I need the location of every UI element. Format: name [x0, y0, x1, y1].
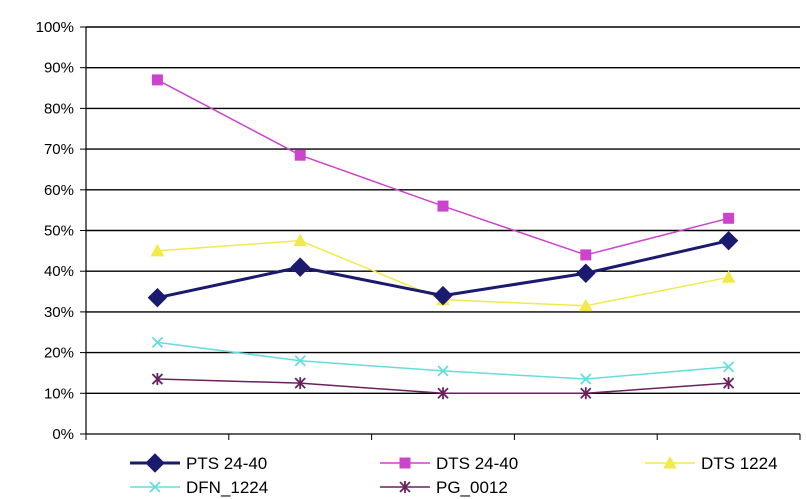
legend-label-dts-1224: DTS 1224 — [701, 454, 778, 473]
data-point-dts-24-40 — [580, 249, 592, 261]
y-tick-label: 10% — [44, 385, 74, 402]
y-tick-label: 0% — [52, 426, 74, 443]
legend-label-dts-24-40: DTS 24-40 — [436, 454, 518, 473]
data-point-pg-0012 — [580, 387, 592, 400]
data-point-dfn-1224 — [437, 365, 449, 377]
legend-marker-dts-1224 — [663, 455, 677, 469]
y-tick-label: 40% — [44, 263, 74, 280]
data-point-pg-0012 — [722, 377, 735, 390]
data-point-dfn-1224 — [294, 355, 306, 367]
legend-label-dfn-1224: DFN_1224 — [186, 478, 268, 497]
y-tick-label: 50% — [44, 223, 74, 240]
data-point-pg-0012 — [151, 373, 164, 386]
legend-label-pts-24-40: PTS 24-40 — [186, 454, 267, 473]
data-point-dfn-1224 — [722, 361, 735, 373]
y-tick-label: 70% — [44, 141, 74, 158]
data-point-dts-1224 — [293, 233, 308, 247]
data-point-dts-24-40 — [437, 200, 449, 212]
data-point-dfn-1224 — [151, 336, 164, 349]
data-point-pg-0012 — [437, 387, 449, 400]
data-point-pts-24-40 — [147, 287, 168, 308]
data-point-pts-24-40 — [433, 285, 453, 306]
legend-marker-dfn-1224 — [149, 481, 161, 493]
data-point-pg-0012 — [294, 377, 306, 390]
data-point-pts-24-40 — [290, 257, 310, 277]
legend-marker-pg-0012 — [399, 481, 411, 493]
data-point-dfn-1224 — [580, 373, 592, 385]
y-tick-label: 60% — [44, 182, 74, 199]
data-point-pts-24-40 — [576, 263, 596, 283]
y-tick-label: 100% — [36, 19, 74, 36]
data-point-dts-1224 — [721, 270, 736, 283]
y-tick-label: 80% — [44, 100, 74, 117]
legend-marker-pts-24-40 — [145, 453, 165, 473]
y-tick-label: 20% — [44, 345, 74, 362]
data-point-dts-24-40 — [294, 149, 306, 161]
data-point-dts-24-40 — [723, 212, 735, 224]
legend-label-pg-0012: PG_0012 — [436, 478, 508, 497]
data-point-dts-1224 — [578, 298, 593, 312]
data-point-dts-1224 — [150, 243, 165, 257]
data-point-dts-24-40 — [151, 74, 163, 86]
data-point-pts-24-40 — [718, 230, 739, 251]
y-tick-label: 30% — [44, 304, 74, 321]
y-tick-label: 90% — [44, 60, 74, 77]
legend-marker-dts-24-40 — [399, 457, 411, 469]
